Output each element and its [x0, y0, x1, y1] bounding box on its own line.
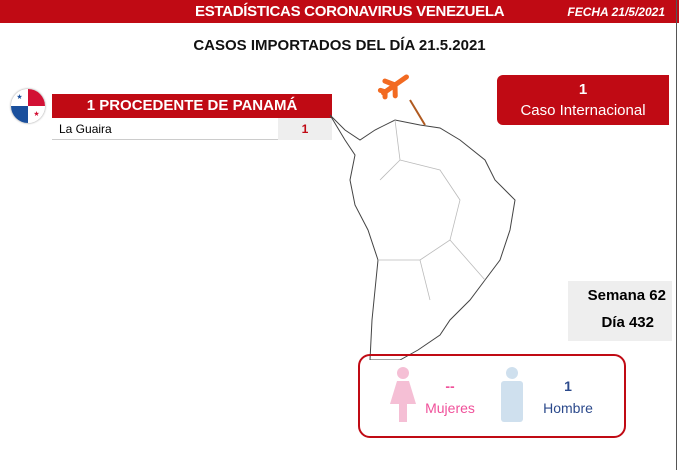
man-icon: [501, 367, 523, 422]
women-value: --: [445, 378, 455, 394]
international-label: Caso Internacional: [520, 102, 646, 119]
women-label: Mujeres: [425, 400, 475, 416]
arrow-icon: [409, 99, 426, 126]
map-borders: [378, 119, 486, 301]
origin-title: 1 PROCEDENTE DE PANAMÁ: [52, 94, 332, 118]
day-label: Día 432: [601, 314, 654, 331]
men-value: 1: [564, 378, 572, 394]
header-bar: ESTADÍSTICAS CORONAVIRUS VENEZUELA FECHA…: [0, 0, 679, 23]
international-cases-box: 1 Caso Internacional: [497, 75, 669, 125]
header-date: FECHA 21/5/2021: [567, 5, 665, 19]
period-box: Semana 62 Día 432: [568, 281, 672, 341]
right-border: [676, 0, 677, 470]
gender-box: -- Mujeres 1 Hombre: [358, 354, 626, 438]
panama-flag-icon: ★ ★: [11, 89, 45, 123]
table-row-count: 1: [278, 118, 332, 140]
map-outline: [329, 114, 516, 360]
woman-icon: [390, 367, 416, 422]
week-label: Semana 62: [587, 287, 666, 304]
plane-icon: [377, 74, 409, 100]
south-america-map: [329, 74, 516, 360]
international-count: 1: [578, 81, 588, 98]
men-label: Hombre: [543, 400, 593, 416]
page-title: CASOS IMPORTADOS DEL DÍA 21.5.2021: [193, 37, 486, 54]
table-row-state: La Guaira: [52, 118, 278, 140]
header-title: ESTADÍSTICAS CORONAVIRUS VENEZUELA: [195, 3, 505, 20]
